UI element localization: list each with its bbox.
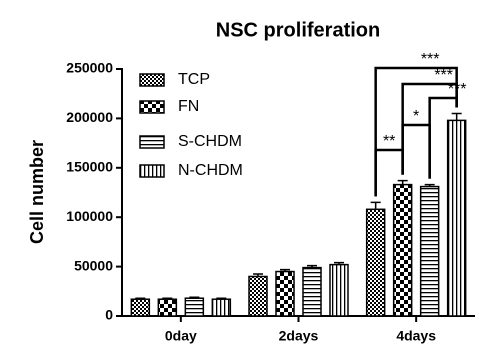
bar xyxy=(157,298,178,317)
significance-label: *** xyxy=(448,81,467,98)
legend-swatch xyxy=(139,73,165,87)
x-tick-label: 0day xyxy=(165,328,197,344)
y-axis-label: Cell number xyxy=(27,140,47,244)
error-bar xyxy=(334,261,344,265)
legend-label: TCP xyxy=(178,71,210,88)
bar xyxy=(365,208,386,317)
error-bar xyxy=(162,297,173,300)
significance-label: *** xyxy=(434,67,453,84)
error-bar xyxy=(370,201,381,210)
x-tick-label: 4days xyxy=(396,328,436,344)
y-tick-label: 100000 xyxy=(66,208,113,224)
legend-swatch xyxy=(139,135,165,149)
legend-swatch xyxy=(139,100,165,114)
significance-label: *** xyxy=(421,51,440,68)
error-bar xyxy=(307,264,317,268)
error-bar xyxy=(280,268,290,272)
significance-bracket xyxy=(374,66,458,197)
legend-label: FN xyxy=(178,98,199,115)
bar xyxy=(275,270,295,317)
error-bar xyxy=(189,296,200,299)
error-bar xyxy=(451,112,462,121)
error-bar xyxy=(253,273,263,277)
bar xyxy=(130,298,151,317)
error-bar xyxy=(424,183,435,187)
significance-bracket xyxy=(401,123,431,179)
chart-title: NSC proliferation xyxy=(216,19,380,41)
bar xyxy=(248,275,268,317)
x-tick-label: 2days xyxy=(279,328,319,344)
legend-swatch xyxy=(139,164,165,178)
y-tick-label: 250000 xyxy=(66,60,113,76)
y-tick-label: 50000 xyxy=(74,257,113,273)
significance-label: ** xyxy=(383,133,395,150)
y-tick-label: 150000 xyxy=(66,159,113,175)
bar xyxy=(392,183,413,317)
bar xyxy=(302,266,322,317)
legend-label: N-CHDM xyxy=(178,162,243,179)
bar xyxy=(419,185,440,317)
bar xyxy=(446,119,467,317)
legend-label: S-CHDM xyxy=(178,133,242,150)
error-bar xyxy=(135,297,146,300)
y-tick-label: 0 xyxy=(105,307,113,323)
error-bar xyxy=(397,179,408,185)
bar xyxy=(329,263,349,317)
error-bar xyxy=(216,297,227,300)
bar xyxy=(211,298,232,317)
y-tick-label: 200000 xyxy=(66,109,113,125)
significance-label: * xyxy=(413,108,419,125)
bar xyxy=(184,297,205,317)
